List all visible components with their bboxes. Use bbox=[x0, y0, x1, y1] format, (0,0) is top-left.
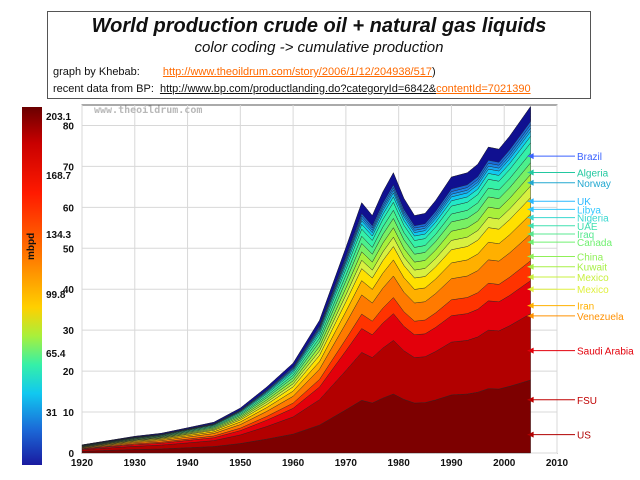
label-arrow-head bbox=[527, 153, 534, 160]
colorbar-label-5: 31 bbox=[46, 408, 58, 419]
bp-link-content-id[interactable]: contentId=7021390 bbox=[436, 83, 531, 95]
country-label: Nigeria bbox=[577, 214, 609, 225]
country-label: Algeria bbox=[577, 169, 609, 180]
y-tick-label: 40 bbox=[63, 285, 75, 296]
country-label: UK bbox=[577, 197, 591, 208]
x-tick-label: 1950 bbox=[229, 458, 252, 469]
country-label: Kuwait bbox=[577, 263, 607, 274]
credit-close-paren: ) bbox=[431, 66, 436, 78]
country-label: Canada bbox=[577, 238, 612, 249]
country-label: Iran bbox=[577, 302, 594, 313]
colorbar-label-2: 134.3 bbox=[46, 230, 72, 241]
credit-line-khebab: graph by Khebab: http://www.theoildrum.c… bbox=[53, 66, 436, 78]
y-tick-label: 60 bbox=[63, 203, 75, 214]
colorbar-label-4: 65.4 bbox=[46, 349, 66, 360]
x-tick-label: 1940 bbox=[176, 458, 199, 469]
country-label: UAE bbox=[577, 222, 598, 233]
y-tick-label: 70 bbox=[63, 162, 75, 173]
y-tick-label: 0 bbox=[68, 449, 74, 460]
bp-credit-label: recent data from BP: bbox=[53, 83, 154, 95]
label-arrow-head bbox=[527, 253, 534, 260]
label-arrow-head bbox=[527, 431, 534, 438]
label-arrow-head bbox=[527, 239, 534, 246]
colorbar-label-1: 168.7 bbox=[46, 171, 72, 182]
label-arrow-head bbox=[527, 286, 534, 293]
label-arrow-head bbox=[527, 312, 534, 319]
colorbar-label-3: 99.8 bbox=[46, 290, 66, 301]
y-axis-ticks: 0 10 20 30 40 50 60 70 80 bbox=[63, 121, 75, 460]
credit-label: graph by Khebab: bbox=[53, 66, 140, 78]
country-label: Norway bbox=[577, 179, 611, 190]
label-arrow-head bbox=[527, 230, 534, 237]
country-label: FSU bbox=[577, 396, 597, 407]
country-label: Mexico bbox=[577, 273, 609, 284]
chart-title: World production crude oil + natural gas… bbox=[91, 15, 547, 37]
label-arrow-head bbox=[527, 214, 534, 221]
y-tick-label: 10 bbox=[63, 408, 75, 419]
chart-subtitle: color coding -> cumulative production bbox=[194, 39, 444, 56]
label-arrow-head bbox=[527, 206, 534, 213]
label-arrow-head bbox=[527, 396, 534, 403]
x-tick-label: 1990 bbox=[440, 458, 463, 469]
label-arrow-head bbox=[527, 169, 534, 176]
country-label: Iraq bbox=[577, 230, 594, 241]
label-arrow-head bbox=[527, 273, 534, 280]
label-arrow-head bbox=[527, 347, 534, 354]
x-tick-label: 2010 bbox=[546, 458, 569, 469]
label-arrow-head bbox=[527, 302, 534, 309]
x-tick-label: 1970 bbox=[335, 458, 358, 469]
bp-link[interactable]: http://www.bp.com/productlanding.do?cate… bbox=[159, 83, 437, 95]
x-tick-label: 1980 bbox=[388, 458, 411, 469]
colorbar-label-0: 203.1 bbox=[46, 112, 72, 123]
country-label: Libya bbox=[577, 205, 601, 216]
area-bands bbox=[81, 105, 531, 454]
x-axis-ticks: 1920 1930 1940 1950 1960 1970 1980 1990 2000 2010 bbox=[71, 458, 569, 469]
label-arrow-head bbox=[527, 222, 534, 229]
country-label: Brazil bbox=[577, 152, 602, 163]
chart-header: World production crude oil + natural gas… bbox=[47, 11, 591, 99]
watermark-text: www.theoildrum.com bbox=[94, 104, 202, 116]
y-tick-label: 50 bbox=[63, 244, 75, 255]
country-label: China bbox=[577, 252, 604, 263]
label-arrow-head bbox=[527, 198, 534, 205]
label-arrow-head bbox=[527, 179, 534, 186]
country-label: Saudi Arabia bbox=[577, 347, 634, 358]
theoildrum-link[interactable]: http://www.theoildrum.com/story/2006/1/1… bbox=[162, 66, 432, 78]
area-band bbox=[81, 105, 531, 446]
country-label: US bbox=[577, 431, 591, 442]
x-tick-label: 2000 bbox=[493, 458, 516, 469]
colorbar-gradient bbox=[22, 107, 42, 465]
x-tick-label: 1920 bbox=[71, 458, 94, 469]
y-tick-label: 30 bbox=[63, 326, 75, 337]
label-arrow-head bbox=[527, 263, 534, 270]
credit-line-bp: recent data from BP: http://www.bp.com/p… bbox=[53, 83, 531, 95]
cumulative-production-colorbar bbox=[22, 107, 42, 465]
y-tick-label: 20 bbox=[63, 367, 75, 378]
country-label: Venezuela bbox=[577, 312, 624, 323]
country-label: Mexico bbox=[577, 285, 609, 296]
x-tick-label: 1930 bbox=[124, 458, 147, 469]
y-tick-label: 80 bbox=[63, 121, 75, 132]
x-tick-label: 1960 bbox=[282, 458, 305, 469]
